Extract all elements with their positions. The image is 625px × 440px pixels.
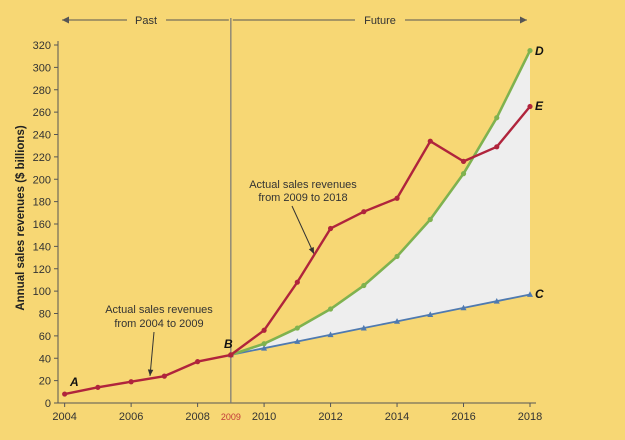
- y-tick-label: 320: [33, 40, 51, 52]
- data-point-actual_future_E: [327, 225, 334, 232]
- data-point-actual_future_E: [294, 279, 300, 285]
- forecast-gap-shading: [230, 50, 530, 355]
- y-tick-label: 80: [39, 309, 51, 321]
- data-point-actual_future_E: [394, 195, 400, 201]
- data-point-curve_D: [327, 306, 334, 312]
- point-label-a: A: [69, 375, 79, 389]
- y-tick-label: 120: [33, 264, 51, 276]
- data-point-curve_D: [460, 171, 467, 177]
- annotation-2004-2009-line2: from 2004 to 2009: [114, 318, 203, 330]
- y-tick-label: 180: [33, 197, 51, 209]
- x-tick-label: 2012: [318, 411, 342, 423]
- data-point-line_C: [427, 311, 434, 318]
- point-label-d: D: [535, 44, 544, 58]
- data-point-actual_past: [161, 373, 167, 379]
- data-point-actual_future_E: [228, 352, 234, 358]
- future-label: Future: [364, 15, 396, 27]
- data-point-curve_D: [261, 341, 267, 347]
- data-point-curve_D: [427, 216, 433, 223]
- plot-area: 0 20 40 60 80 100 120 140 160 180 200 220 240 260 280 3…: [33, 16, 542, 423]
- annotation-2009-2018-line2: from 2009 to 2018: [258, 192, 347, 204]
- annotation-2009-2018-line1: Actual sales revenues: [249, 179, 357, 191]
- x-tick-label: 2016: [451, 411, 475, 423]
- data-point-actual_future_E: [527, 103, 533, 110]
- x-tick-label: 2018: [518, 411, 542, 423]
- series-line-actual_future_E: [230, 105, 531, 356]
- data-point-actual_past: [95, 384, 101, 390]
- data-point-line_C: [360, 324, 367, 331]
- y-tick-label: 240: [33, 130, 51, 142]
- data-point-line_C: [394, 318, 401, 324]
- y-tick-label: 260: [33, 107, 51, 119]
- data-point-actual_past: [195, 359, 201, 365]
- y-tick-label: 220: [33, 152, 51, 164]
- data-point-curve_D: [294, 325, 300, 331]
- y-axis-title: Annual sales revenues ($ billions): [15, 125, 27, 311]
- x-tick-label: 2008: [185, 411, 209, 423]
- annotation-2004-2009-pointer-head: [147, 369, 154, 376]
- x-tick-label: 2004: [52, 411, 76, 423]
- x-tick-label: 2010: [252, 411, 276, 423]
- y-tick-label: 40: [39, 353, 51, 365]
- y-tick-label: 140: [33, 241, 51, 253]
- data-point-actual_future_E: [494, 144, 500, 150]
- y-tick-label: 280: [33, 85, 51, 97]
- point-label-e: E: [535, 99, 544, 113]
- data-point-line_C: [294, 338, 301, 344]
- y-tick-label: 60: [39, 331, 51, 343]
- data-point-actual_future_E: [427, 138, 433, 144]
- data-point-line_C: [327, 331, 334, 338]
- data-point-actual_future_E: [460, 158, 467, 164]
- past-label: Past: [135, 15, 157, 27]
- data-point-curve_D: [394, 253, 400, 260]
- data-point-actual_future_E: [361, 209, 367, 215]
- data-point-actual_future_E: [261, 327, 267, 333]
- annotation-2004-2009-line1: Actual sales revenues: [105, 304, 213, 316]
- x-tick-label-2009: 2009: [221, 412, 241, 422]
- data-point-curve_D: [361, 282, 367, 289]
- y-tick-label: 300: [33, 62, 51, 74]
- data-point-curve_D: [527, 47, 533, 54]
- annotation-2009-2018-pointer-line: [291, 205, 315, 255]
- data-point-line_C: [261, 344, 268, 351]
- data-point-actual_past: [62, 391, 68, 397]
- x-tick-label: 2006: [119, 411, 143, 423]
- point-label-c: C: [535, 287, 544, 301]
- series-line-actual_past: [64, 353, 232, 396]
- y-tick-label: 100: [33, 286, 51, 298]
- y-tick-label: 160: [33, 219, 51, 231]
- data-point-curve_D: [494, 115, 500, 121]
- series-line-curve_D: [230, 50, 532, 357]
- annotation-2004-2009-pointer-line: [149, 331, 155, 377]
- future-arrow-head: [520, 16, 527, 24]
- past-arrow-head: [62, 16, 69, 24]
- data-point-actual_past: [128, 379, 134, 385]
- y-tick-label: 200: [33, 174, 51, 186]
- x-tick-label: 2014: [385, 411, 409, 423]
- point-label-b: B: [224, 337, 233, 351]
- data-point-line_C: [493, 297, 500, 304]
- data-point-line_C: [460, 304, 467, 311]
- y-tick-label: 0: [45, 398, 51, 410]
- y-tick-label: 20: [39, 376, 51, 388]
- data-point-line_C: [527, 291, 533, 297]
- series-line-line_C: [230, 293, 531, 356]
- annotation-2009-2018-pointer-head: [308, 247, 314, 254]
